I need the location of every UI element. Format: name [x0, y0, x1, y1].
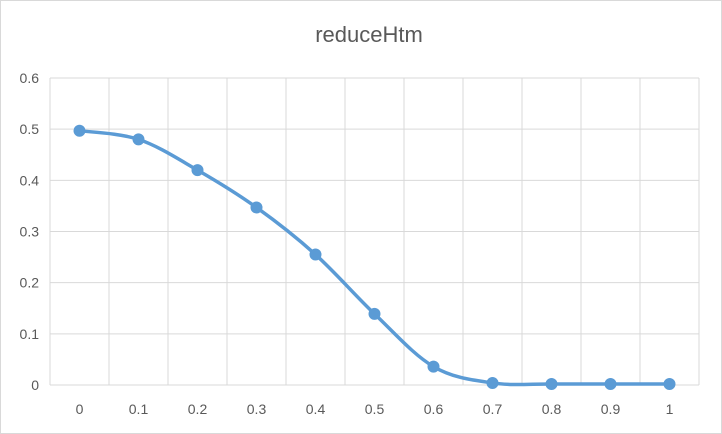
- x-tick-label: 0.7: [483, 401, 503, 417]
- data-point: [368, 307, 381, 320]
- y-tick-label: 0.5: [20, 121, 40, 137]
- data-point: [191, 164, 204, 177]
- x-tick-label: 0.3: [247, 401, 267, 417]
- y-axis-tick-labels: 0 0.1 0.2 0.3 0.4 0.5 0.6: [20, 70, 40, 393]
- y-tick-label: 0.1: [20, 326, 40, 342]
- data-point: [250, 201, 263, 214]
- y-tick-label: 0: [31, 377, 39, 393]
- data-point: [663, 377, 676, 390]
- x-tick-label: 0.4: [306, 401, 326, 417]
- data-point: [73, 124, 86, 137]
- series-layer: [73, 124, 676, 390]
- x-tick-label: 0.5: [365, 401, 385, 417]
- data-point: [486, 376, 499, 389]
- gridlines: [49, 77, 700, 386]
- data-point: [604, 377, 617, 390]
- y-tick-label: 0.4: [20, 172, 40, 188]
- chart-title: reduceHtm: [315, 22, 423, 47]
- data-point: [545, 377, 558, 390]
- y-tick-label: 0.6: [20, 70, 40, 86]
- series-line: [77, 128, 672, 387]
- data-point: [427, 360, 440, 373]
- x-tick-label: 0: [76, 401, 84, 417]
- x-axis-tick-labels: 0 0.1 0.2 0.3 0.4 0.5 0.6 0.7 0.8 0.9 1: [76, 401, 674, 417]
- x-tick-label: 0.6: [424, 401, 444, 417]
- data-point: [132, 133, 145, 146]
- x-tick-label: 0.2: [188, 401, 208, 417]
- x-tick-label: 0.9: [601, 401, 621, 417]
- y-tick-label: 0.2: [20, 275, 40, 291]
- y-tick-label: 0.3: [20, 224, 40, 240]
- data-point: [309, 248, 322, 261]
- x-tick-label: 0.8: [542, 401, 562, 417]
- x-tick-label: 0.1: [129, 401, 149, 417]
- x-tick-label: 1: [666, 401, 674, 417]
